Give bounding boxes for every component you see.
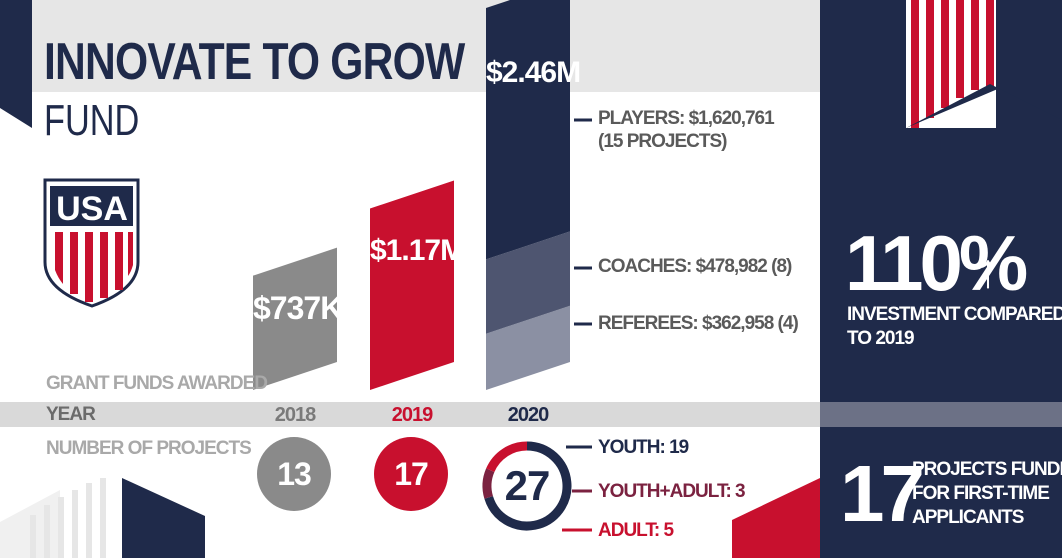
- projects-youth: YOUTH: 19: [598, 437, 689, 458]
- year-strip: [0, 402, 820, 427]
- grant-funds-label: GRANT FUNDS AWARDED: [46, 373, 268, 394]
- first-time-line3: APPLICANTS: [912, 507, 1024, 528]
- bar-label-2018: $737K: [253, 290, 343, 326]
- growth-text-line1: INVESTMENT COMPARED: [847, 304, 1062, 325]
- projects-youth-adult: YOUTH+ADULT: 3: [598, 481, 746, 502]
- breakdown-coaches: COACHES: $478,982 (8): [598, 256, 792, 277]
- crest-text: USA: [56, 190, 128, 228]
- year-label: YEAR: [46, 404, 96, 425]
- breakdown-referees: REFEREES: $362,958 (4): [598, 313, 799, 334]
- projects-value-2018: 13: [277, 456, 312, 492]
- page-title: INNOVATE TO GROW: [44, 33, 465, 91]
- left-corner-shape: [0, 0, 32, 128]
- projects-adult: ADULT: 5: [598, 520, 674, 541]
- year-2020: 2020: [507, 404, 550, 426]
- bar-2020-segment-0: [486, 0, 570, 260]
- donut-segment-2: [486, 441, 528, 473]
- bar-label-2019: $1.17M: [370, 234, 465, 267]
- bar-2020-segment-1: [486, 231, 570, 334]
- page-subtitle: FUND: [44, 96, 140, 145]
- bottom-left-graphic: [0, 478, 205, 558]
- donut-segment-1: [482, 468, 495, 499]
- bar-2020-segment-2: [486, 305, 570, 390]
- projects-value-2019: 17: [394, 456, 429, 492]
- right-year-strip: [820, 402, 1062, 427]
- bottom-right-shape: [732, 478, 820, 558]
- year-2018: 2018: [274, 404, 317, 426]
- projects-value-2020: 27: [504, 462, 551, 509]
- bar-label-2020: $2.46M: [486, 56, 581, 89]
- donut-segment-0: [484, 441, 572, 531]
- first-time-line2: FOR FIRST-TIME: [912, 483, 1050, 504]
- projects-label: NUMBER OF PROJECTS: [46, 438, 252, 459]
- projects-circle-2018: [257, 437, 331, 511]
- breakdown-players-detail: (15 PROJECTS): [598, 131, 727, 152]
- growth-value: 110%: [845, 219, 1028, 307]
- first-time-line1: PROJECTS FUNDED: [912, 459, 1062, 480]
- growth-text-line2: TO 2019: [847, 328, 915, 349]
- bar-2018: [253, 247, 337, 390]
- projects-circle-2020: [482, 441, 572, 531]
- first-time-value: 17: [840, 449, 925, 538]
- breakdown-players: PLAYERS: $1,620,761: [598, 108, 775, 129]
- growth-arrow-icon: ↑: [976, 245, 1000, 298]
- bar-2019: [370, 180, 454, 390]
- year-2019: 2019: [391, 404, 434, 426]
- projects-circle-2019: [374, 437, 448, 511]
- top-band: [0, 0, 820, 92]
